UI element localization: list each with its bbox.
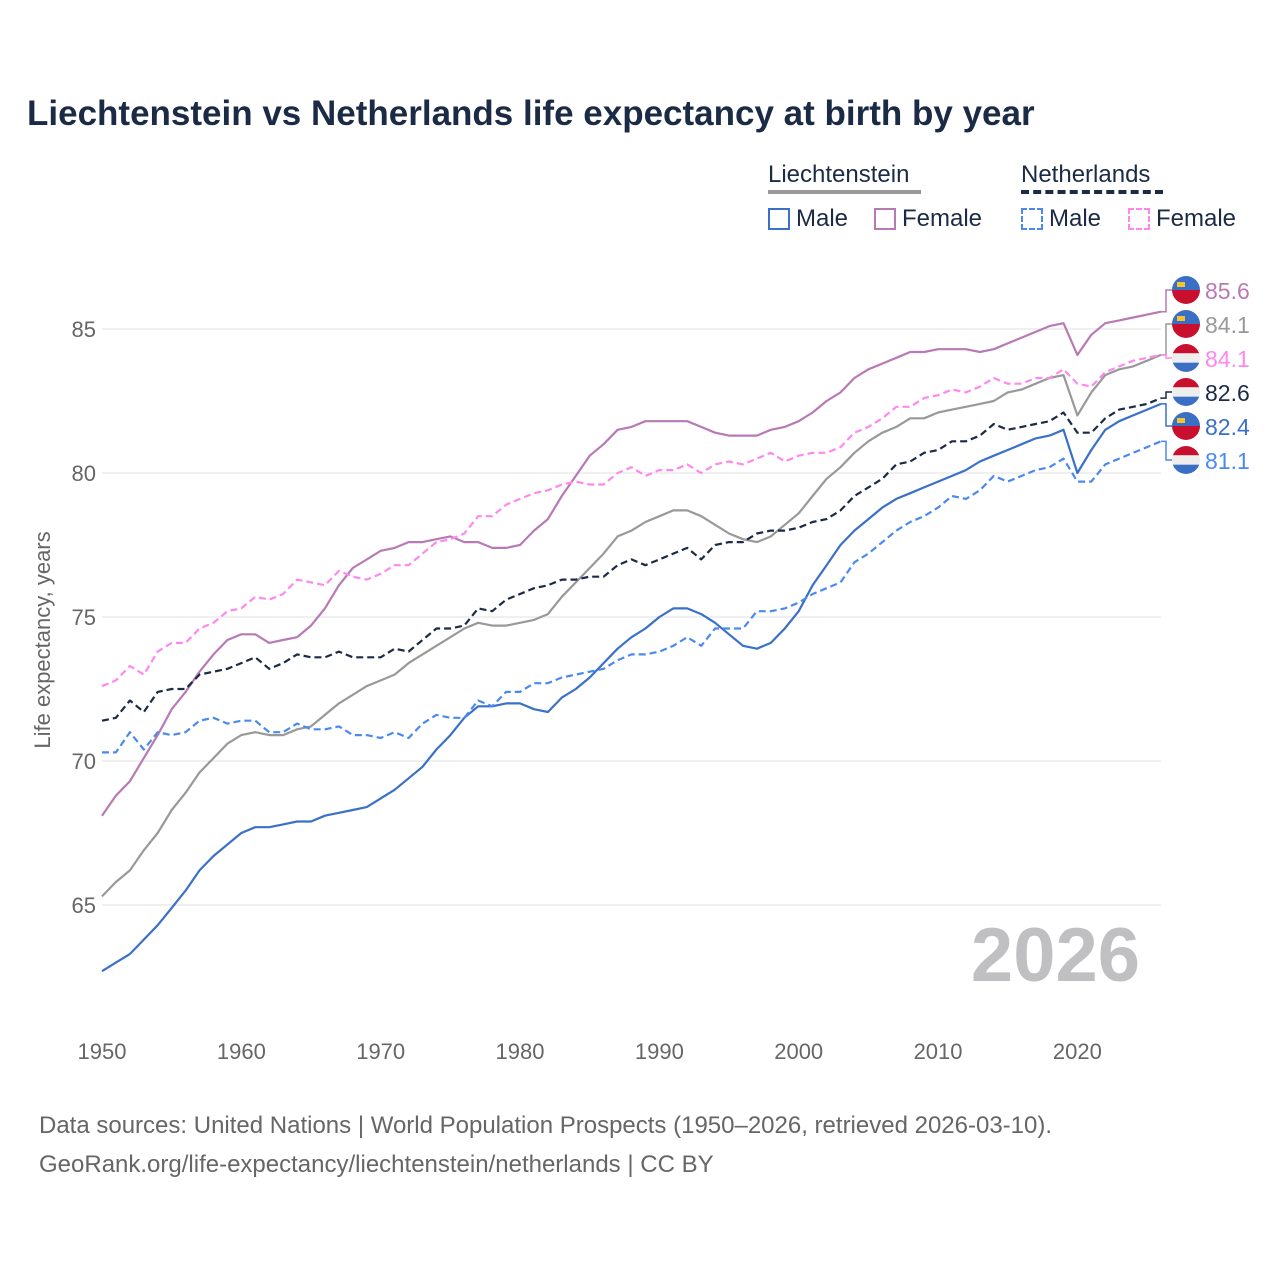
legend-item-li-male[interactable]: Male [768,205,848,233]
legend-label: Male [796,205,849,232]
legend-label: Male [1049,205,1102,232]
series-line-liechtenstein-female[interactable] [101,310,1162,817]
end-value-label: 82.6 [1205,380,1250,406]
legend-swatch-netherlands [1021,190,1163,194]
x-tick-label: 2010 [914,1039,963,1064]
x-tick-label: 1950 [78,1039,127,1064]
label-connector [1161,354,1172,359]
x-axis: 1950 1960 1970 1980 1990 2000 2010 2020 [78,1039,1102,1064]
end-label-liechtenstein-female: 85.6 [1161,276,1250,313]
end-value-label: 81.1 [1205,448,1250,474]
legend-swatch [768,208,790,230]
end-labels: 85.6 84.1 84.1 82.6 82.4 81.1 [1161,276,1250,474]
x-tick-label: 2020 [1053,1039,1102,1064]
liechtenstein-flag-icon [1172,310,1200,338]
end-label-netherlands: 82.6 [1161,378,1250,406]
legend-swatch [874,208,896,230]
series-line-netherlands[interactable] [101,397,1162,722]
netherlands-flag-icon [1172,378,1200,406]
series-line-liechtenstein[interactable] [101,353,1162,898]
end-label-netherlands-female: 84.1 [1161,344,1250,372]
legend-label: Female [902,205,983,232]
label-connector [1161,391,1172,399]
legend-swatch-liechtenstein [768,190,921,194]
legend-group-label: Liechtenstein [768,161,910,188]
end-value-label: 84.1 [1205,346,1250,372]
y-tick-label: 75 [72,605,96,630]
source-note: Data sources: United Nations | World Pop… [39,1112,1053,1139]
gridlines [102,328,1161,906]
netherlands-flag-icon [1172,344,1200,372]
legend-swatch [1128,208,1150,230]
x-tick-label: 1960 [217,1039,266,1064]
x-tick-label: 1990 [635,1039,684,1064]
end-value-label: 84.1 [1205,312,1250,338]
source-link[interactable]: GeoRank.org/life-expectancy/liechtenstei… [39,1151,714,1178]
series-lines [101,310,1162,973]
legend-label: Female [1156,205,1237,232]
x-tick-label: 2000 [774,1039,823,1064]
legend-item-nl-female[interactable]: Female [1128,205,1236,233]
label-connector [1161,440,1172,461]
legend-group-netherlands[interactable]: Netherlands [1021,161,1163,194]
x-tick-label: 1980 [496,1039,545,1064]
y-tick-label: 70 [72,749,96,774]
y-axis: 65 70 75 80 85 [72,317,96,918]
legend-swatch [1021,208,1043,230]
netherlands-flag-icon [1172,446,1200,474]
chart-title: Liechtenstein vs Netherlands life expect… [27,94,1035,133]
legend-item-li-female[interactable]: Female [874,205,982,233]
y-axis-title: Life expectancy, years [30,531,55,748]
legend-group-liechtenstein[interactable]: Liechtenstein [768,161,921,194]
year-watermark: 2026 [970,913,1140,998]
y-tick-label: 65 [72,893,96,918]
x-tick-label: 1970 [356,1039,405,1064]
legend-item-nl-male[interactable]: Male [1021,205,1101,233]
footer: Data sources: United Nations | World Pop… [39,1106,1052,1184]
label-connector [1161,323,1172,356]
series-line-netherlands-female[interactable] [101,353,1162,688]
end-label-liechtenstein-male: 82.4 [1161,403,1250,440]
y-tick-label: 80 [72,461,96,486]
series-line-netherlands-male[interactable] [102,440,1162,754]
end-value-label: 85.6 [1205,278,1250,304]
series-line-liechtenstein-male[interactable] [101,402,1162,973]
end-label-liechtenstein: 84.1 [1161,310,1250,356]
label-connector [1161,289,1172,313]
legend-group-label: Netherlands [1021,161,1151,188]
end-value-label: 82.4 [1205,414,1250,440]
liechtenstein-flag-icon [1172,412,1200,440]
y-tick-label: 85 [72,317,96,342]
end-label-netherlands-male: 81.1 [1161,440,1250,474]
liechtenstein-flag-icon [1172,276,1200,304]
label-connector [1161,403,1172,427]
